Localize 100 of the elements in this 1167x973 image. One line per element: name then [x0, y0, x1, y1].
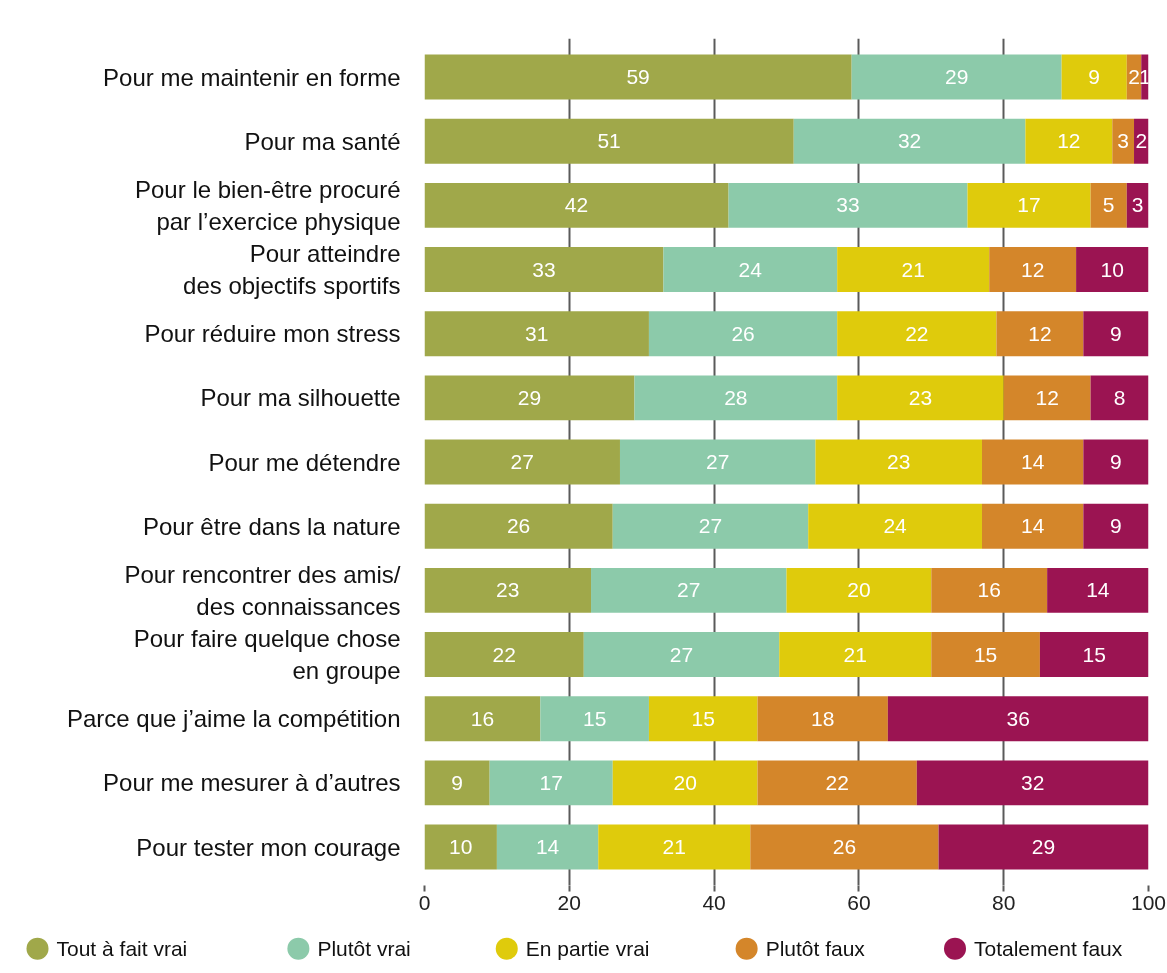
data-label: 22: [492, 642, 516, 666]
bar: [1039, 632, 1149, 677]
y-tick-label: Pour ma silhouette: [200, 384, 401, 412]
y-tick-label: Pour faire quelque chose en groupe: [133, 624, 401, 685]
data-label: 3: [1117, 129, 1130, 153]
legend-label: En partie vrai: [525, 937, 650, 961]
bar: [424, 696, 541, 742]
data-label: 24: [738, 257, 763, 281]
data-label: 9: [1110, 450, 1122, 473]
bar: [424, 824, 497, 870]
bar: [757, 760, 917, 806]
bar: [938, 824, 1149, 870]
data-label: 12: [1028, 321, 1052, 345]
bar: [1090, 182, 1127, 228]
data-label: 42: [564, 193, 589, 217]
data-label: 21: [901, 257, 925, 281]
data-label: 23: [908, 385, 933, 409]
data-label: 27: [510, 450, 534, 473]
bar: [424, 311, 649, 357]
bar: [793, 118, 1026, 164]
bar: [619, 439, 816, 485]
data-label: 9: [1110, 321, 1122, 345]
data-label: 20: [847, 578, 871, 602]
data-label: 51: [597, 129, 621, 153]
legend-label: Tout à fait vrai: [56, 937, 188, 961]
bar: [837, 375, 1004, 421]
bar: [1025, 118, 1113, 164]
y-tick-label: Parce que j’aime la compétition: [67, 705, 401, 733]
x-tick-label: 20: [557, 890, 581, 914]
bar: [424, 567, 592, 613]
data-label: 59: [626, 65, 650, 88]
bar: [851, 54, 1062, 100]
bar: [424, 247, 664, 292]
data-label: 10: [1100, 257, 1124, 281]
y-tick-label: Pour atteindre des objectifs sportifs: [183, 239, 401, 300]
data-label: 29: [1031, 835, 1056, 858]
bar: [489, 760, 613, 806]
bar: [757, 696, 888, 742]
bar: [931, 632, 1040, 677]
data-label: 23: [496, 578, 520, 602]
data-label: 33: [532, 257, 556, 281]
data-label: 14: [1020, 450, 1045, 473]
bar: [981, 503, 1084, 549]
bar: [612, 503, 809, 549]
legend-label: Totalement faux: [974, 937, 1123, 961]
bar: [931, 567, 1048, 613]
bar: [916, 760, 1149, 806]
data-label: 15: [691, 706, 715, 730]
bar: [424, 439, 620, 485]
data-label: 15: [973, 642, 998, 666]
bar: [424, 182, 729, 228]
bar: [424, 632, 584, 677]
data-label: 12: [1035, 385, 1059, 409]
bar: [612, 760, 758, 806]
bar: [750, 824, 939, 870]
data-label: 27: [677, 578, 701, 602]
y-tick-label: Pour me mesurer à d’autres: [103, 769, 401, 797]
bar: [967, 182, 1091, 228]
bar: [583, 632, 780, 677]
data-label: 16: [977, 578, 1001, 602]
bar: [1003, 375, 1091, 421]
data-label: 29: [944, 65, 969, 88]
bar: [648, 311, 838, 357]
data-label: 15: [1082, 642, 1106, 666]
data-label: 2: [1128, 65, 1140, 88]
bar: [837, 247, 990, 292]
x-tick-label: 40: [702, 890, 726, 914]
data-label: 32: [897, 129, 922, 153]
data-label: 22: [825, 770, 849, 794]
bar: [1083, 439, 1149, 485]
data-label: 22: [905, 321, 929, 345]
data-label: 3: [1131, 193, 1144, 217]
y-tick-label: Pour me maintenir en forme: [103, 63, 401, 91]
bar: [786, 567, 932, 613]
data-label: 32: [1020, 770, 1045, 794]
bar: [996, 311, 1084, 357]
y-tick-label: Pour être dans la nature: [143, 512, 401, 540]
data-label: 9: [451, 770, 463, 794]
bar: [779, 632, 932, 677]
data-label: 27: [669, 642, 694, 666]
bar: [1090, 375, 1149, 421]
data-label: 8: [1113, 385, 1126, 409]
y-tick-label: Pour rencontrer des amis/ des connaissances: [124, 560, 401, 621]
bar: [1112, 118, 1135, 164]
data-label: 28: [724, 385, 748, 409]
legend-label: Plutôt vrai: [317, 937, 411, 961]
data-label: 26: [506, 514, 531, 538]
bar: [989, 247, 1077, 292]
x-tick-label: 80: [992, 890, 1016, 914]
y-tick-label: Pour ma santé: [244, 127, 401, 155]
data-label: 27: [698, 514, 723, 538]
legend-label: Plutôt faux: [765, 937, 866, 961]
bar: [663, 247, 838, 292]
data-label: 26: [731, 321, 755, 345]
data-label: 10: [449, 835, 473, 858]
bar: [1047, 567, 1149, 613]
data-label: 9: [1110, 514, 1122, 538]
data-label: 5: [1102, 193, 1115, 217]
data-label: 16: [470, 706, 495, 730]
x-tick-label: 100: [1130, 890, 1167, 914]
